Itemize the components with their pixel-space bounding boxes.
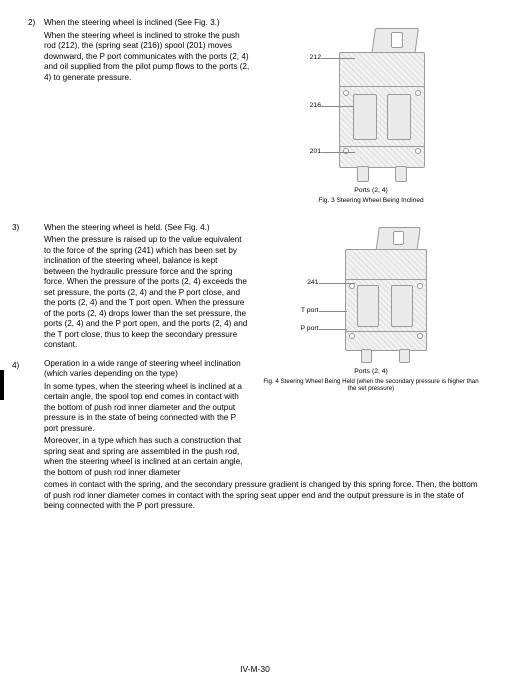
sec4-body1: In some types, when the steering wheel i… bbox=[44, 382, 250, 435]
sec2-number: 2) bbox=[28, 18, 42, 29]
fig4-label-pport: P port bbox=[291, 325, 319, 333]
fig3-label-212: 212 bbox=[299, 54, 321, 62]
sec3-number: 3) bbox=[12, 223, 26, 234]
figure-3-illustration: 212 216 201 bbox=[291, 28, 451, 186]
sec4-body3: comes in contact with the spring, and th… bbox=[44, 480, 482, 512]
page-edge-mark bbox=[0, 370, 4, 400]
sec4-title: Operation in a wide range of steering wh… bbox=[44, 359, 250, 380]
fig3-ports: Ports (2, 4) bbox=[260, 187, 482, 195]
sec3-body: When the pressure is raised up to the va… bbox=[44, 235, 250, 351]
figure-4-illustration: 241 T port P port bbox=[289, 227, 454, 367]
fig4-ports: Ports (2, 4) bbox=[260, 368, 482, 376]
sec4-body2: Moreover, in a type which has such a con… bbox=[44, 436, 250, 478]
fig4-label-tport: T port bbox=[291, 307, 319, 315]
fig3-label-216: 216 bbox=[299, 102, 321, 110]
page-footer: IV-M-30 bbox=[0, 664, 510, 675]
sec2-body: When the steering wheel is inclined to s… bbox=[44, 31, 250, 84]
fig4-caption: Fig. 4 Steering Wheel Being Held (when t… bbox=[260, 378, 482, 392]
fig4-label-241: 241 bbox=[297, 279, 319, 287]
sec2-title: When the steering wheel is inclined (See… bbox=[44, 18, 250, 29]
fig3-label-201: 201 bbox=[299, 148, 321, 156]
sec3-title: When the steering wheel is held. (See Fi… bbox=[44, 223, 250, 234]
fig3-caption: Fig. 3 Steering Wheel Being Inclined bbox=[260, 197, 482, 205]
sec4-number: 4) bbox=[12, 361, 26, 372]
